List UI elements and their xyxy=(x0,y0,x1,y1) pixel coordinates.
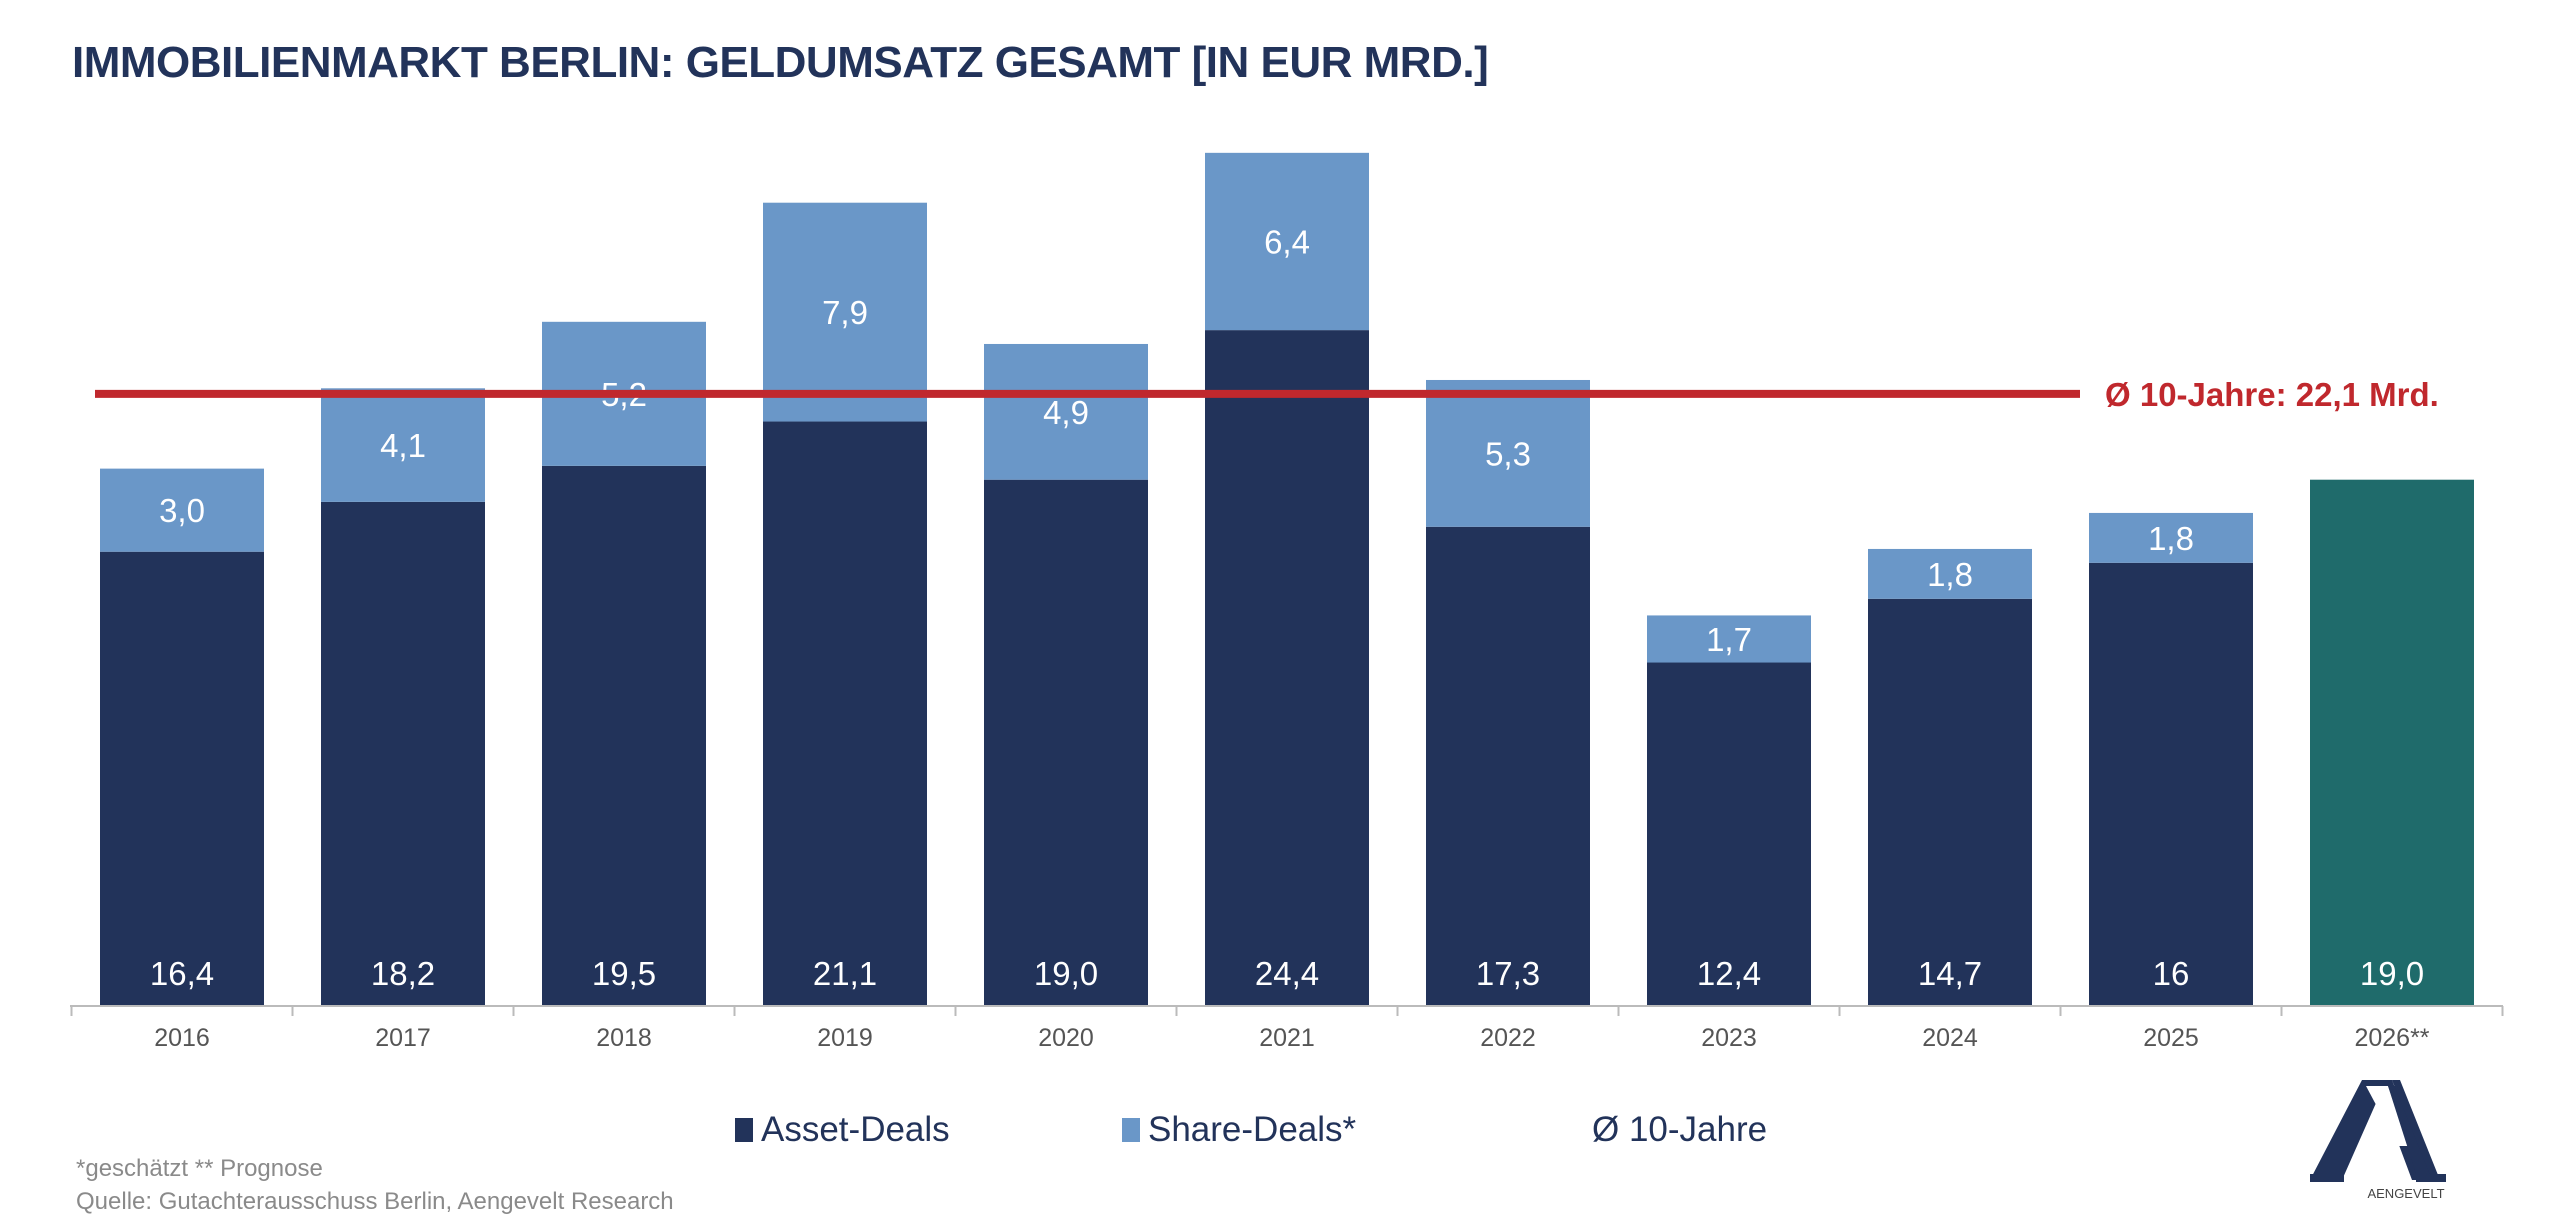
legend-asset-deals: Asset-Deals xyxy=(735,1110,950,1150)
bar-asset-deals xyxy=(321,501,485,1006)
data-label-share: 7,9 xyxy=(822,294,868,331)
bar-share-deals xyxy=(321,388,485,502)
bar-share-deals xyxy=(2089,512,2253,563)
data-label-asset: 17,3 xyxy=(1476,955,1540,992)
aengevelt-logo: AENGEVELT xyxy=(2310,1080,2446,1200)
data-label-asset: 16 xyxy=(2153,955,2190,992)
bar-asset-deals xyxy=(763,421,927,1006)
legend-swatch-asset xyxy=(735,1118,753,1142)
x-tick-label: 2020 xyxy=(1038,1024,1094,1052)
bar-share-deals xyxy=(763,202,927,422)
data-label-asset: 24,4 xyxy=(1255,955,1319,992)
legend-swatch-share xyxy=(1122,1118,1140,1142)
legend-share-deals: Share-Deals* xyxy=(1122,1110,1356,1150)
x-tick-label: 2024 xyxy=(1922,1024,1978,1052)
data-label-asset: 19,5 xyxy=(592,955,656,992)
data-label-asset: 14,7 xyxy=(1918,955,1982,992)
data-label-share: 1,7 xyxy=(1706,621,1752,658)
data-label-asset: 19,0 xyxy=(2360,955,2424,992)
legend-average: Ø 10-Jahre xyxy=(1592,1110,1767,1150)
x-tick-label: 2023 xyxy=(1701,1024,1757,1052)
bar-asset-deals xyxy=(1647,662,1811,1006)
bar-asset-deals xyxy=(1426,526,1590,1006)
bar-asset-deals xyxy=(2310,479,2474,1006)
data-label-asset: 21,1 xyxy=(813,955,877,992)
bar-share-deals xyxy=(984,343,1148,480)
bar-share-deals xyxy=(1868,548,2032,599)
legend-label: Share-Deals* xyxy=(1148,1110,1357,1149)
bar-asset-deals xyxy=(984,479,1148,1006)
bar-asset-deals xyxy=(2089,562,2253,1006)
x-tick-label: 2022 xyxy=(1480,1024,1536,1052)
x-tick-label: 2026** xyxy=(2354,1024,2429,1052)
legend-label: Ø 10-Jahre xyxy=(1592,1110,1768,1149)
data-label-share: 6,4 xyxy=(1264,223,1310,260)
bar-asset-deals xyxy=(1868,598,2032,1006)
average-label: Ø 10-Jahre: 22,1 Mrd. xyxy=(2105,376,2439,413)
x-tick-label: 2019 xyxy=(817,1024,873,1052)
x-tick-label: 2025 xyxy=(2143,1024,2199,1052)
bar-share-deals xyxy=(1647,615,1811,663)
data-label-share: 3,0 xyxy=(159,492,205,529)
chart-title: IMMOBILIENMARKT BERLIN: GELDUMSATZ GESAM… xyxy=(72,38,1489,87)
bar-share-deals xyxy=(100,468,264,552)
bar-share-deals xyxy=(1426,379,1590,527)
footnote: *geschätzt ** Prognose xyxy=(76,1155,323,1182)
bar-asset-deals xyxy=(1205,330,1369,1006)
data-label-asset: 18,2 xyxy=(371,955,435,992)
data-label-asset: 16,4 xyxy=(150,955,214,992)
data-label-share: 4,1 xyxy=(380,427,426,464)
data-label-asset: 12,4 xyxy=(1697,955,1761,992)
bar-chart: 16,43,0201618,24,1201719,55,2201821,17,9… xyxy=(70,152,2504,1052)
data-label-asset: 19,0 xyxy=(1034,955,1098,992)
data-label-share: 5,3 xyxy=(1485,435,1531,472)
x-tick-label: 2016 xyxy=(154,1024,210,1052)
x-tick-label: 2021 xyxy=(1259,1024,1315,1052)
data-label-share: 4,9 xyxy=(1043,394,1089,431)
x-tick-label: 2018 xyxy=(596,1024,652,1052)
data-label-share: 1,8 xyxy=(2148,520,2194,557)
legend-label: Asset-Deals xyxy=(761,1110,950,1149)
x-tick-label: 2017 xyxy=(375,1024,431,1052)
bar-share-deals xyxy=(1205,152,1369,331)
bar-asset-deals xyxy=(542,465,706,1007)
svg-text:AENGEVELT: AENGEVELT xyxy=(2367,1186,2444,1200)
data-label-share: 1,8 xyxy=(1927,556,1973,593)
source-note: Quelle: Gutachterausschuss Berlin, Aenge… xyxy=(76,1188,674,1215)
bar-asset-deals xyxy=(100,551,264,1006)
